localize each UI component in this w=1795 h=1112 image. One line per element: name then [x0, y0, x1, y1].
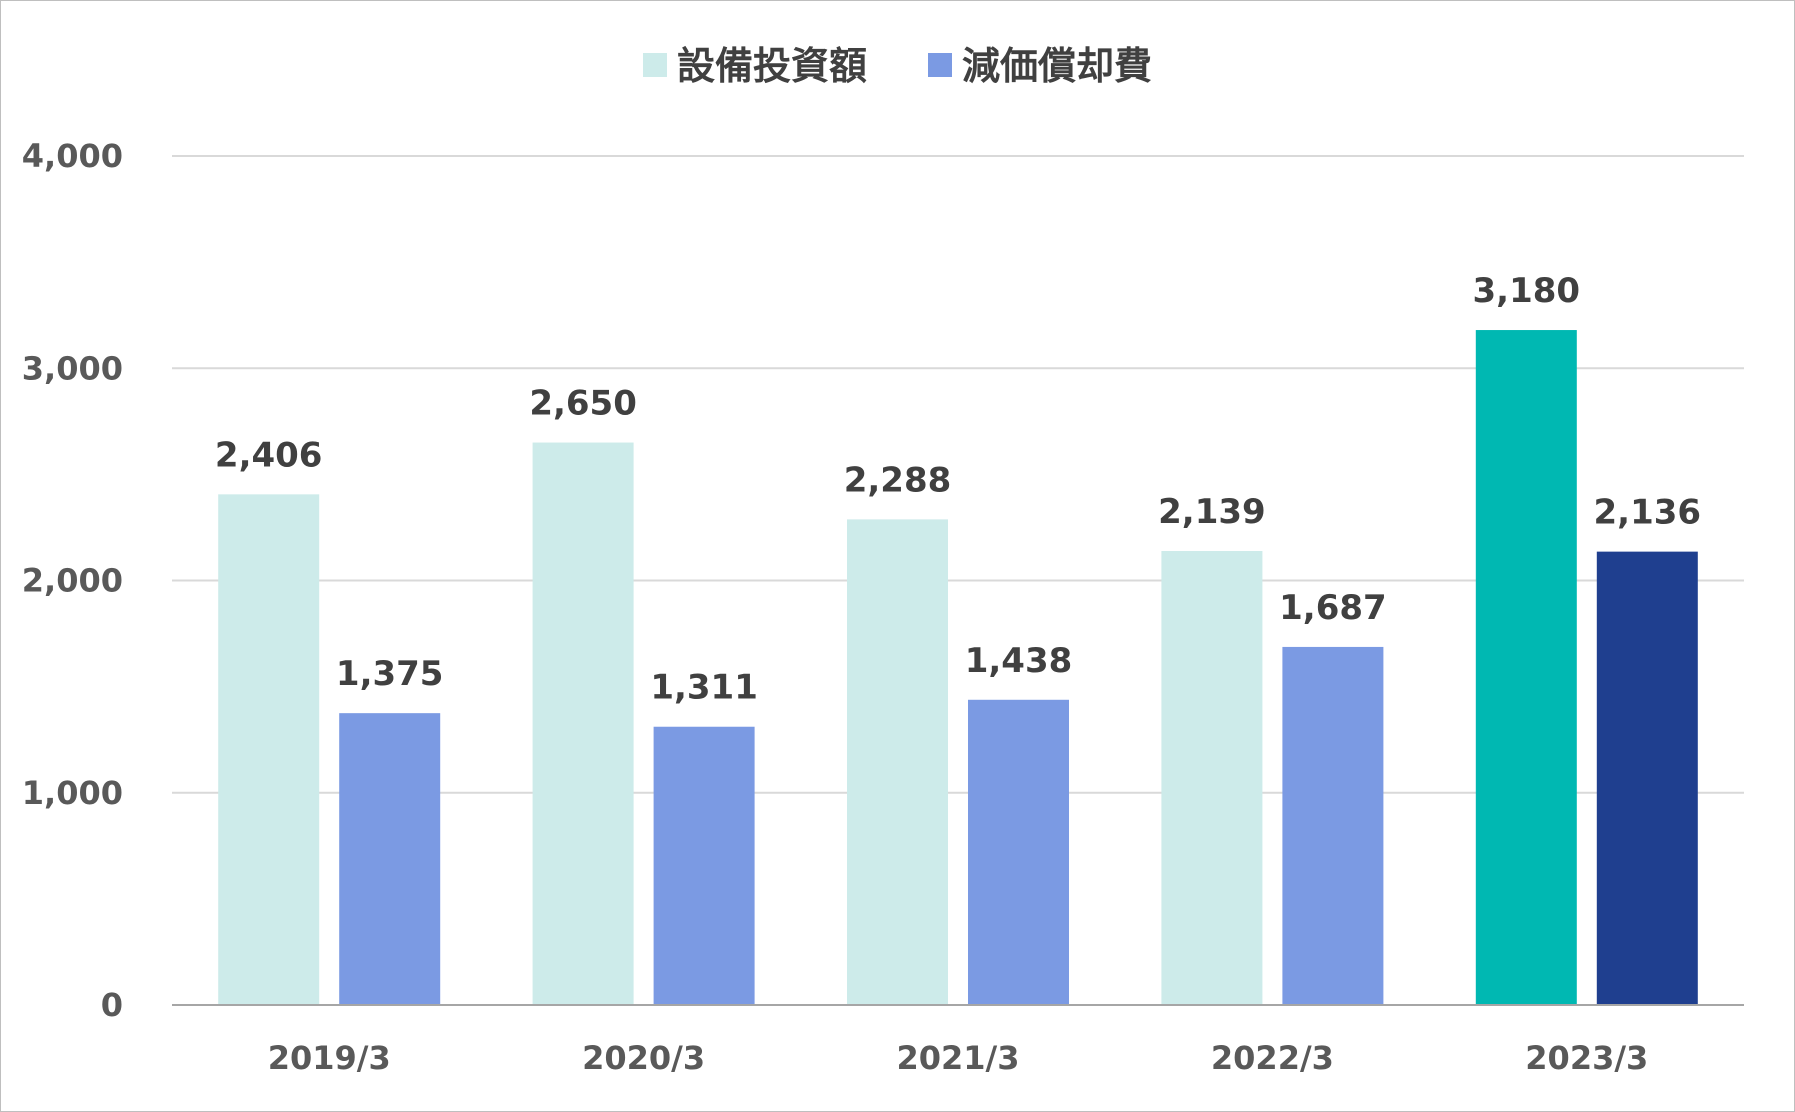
data-label-depreciation: 2,136 — [1594, 493, 1702, 533]
data-label-capex: 2,288 — [844, 460, 952, 500]
legend-label-depreciation: 減価償却費 — [962, 44, 1152, 88]
x-tick-label: 2023/3 — [1525, 1039, 1648, 1077]
bar-depreciation — [653, 726, 755, 1005]
data-label-capex: 2,406 — [215, 435, 323, 475]
legend: 設備投資額 減価償却費 — [643, 44, 1152, 88]
bar-capex — [1161, 550, 1263, 1005]
x-tick-label: 2020/3 — [582, 1039, 705, 1077]
data-label-depreciation: 1,438 — [965, 641, 1073, 681]
data-label-capex: 2,650 — [529, 384, 637, 424]
y-tick-label: 1,000 — [22, 774, 123, 812]
data-label-capex: 2,139 — [1158, 492, 1266, 532]
bar-depreciation — [339, 713, 441, 1005]
y-tick-label: 4,000 — [22, 137, 123, 175]
bar-capex — [532, 442, 634, 1006]
data-label-capex: 3,180 — [1473, 271, 1581, 311]
data-label-depreciation: 1,311 — [650, 668, 758, 708]
x-tick-label: 2021/3 — [896, 1039, 1019, 1077]
bar-capex — [1475, 330, 1577, 1005]
data-label-depreciation: 1,375 — [336, 654, 444, 694]
data-label-depreciation: 1,687 — [1279, 588, 1387, 628]
y-tick-label: 2,000 — [22, 562, 123, 600]
bar-capex — [218, 494, 320, 1005]
bar-depreciation — [968, 699, 1069, 1005]
bar-capex — [847, 519, 948, 1005]
y-tick-label: 3,000 — [22, 349, 123, 387]
legend-swatch-capex — [643, 53, 667, 77]
legend-swatch-depreciation — [928, 53, 952, 77]
legend-label-capex: 設備投資額 — [677, 44, 867, 88]
y-tick-label: 0 — [101, 986, 123, 1024]
x-tick-label: 2022/3 — [1211, 1039, 1334, 1077]
bars — [218, 330, 1698, 1006]
x-tick-label: 2019/3 — [268, 1039, 391, 1077]
value-labels: 2,406 1,375 2,650 1,311 2,288 1,438 2,139 1,687… — [215, 271, 1701, 708]
bar-depreciation — [1596, 551, 1698, 1005]
axes: 0 1,000 2,000 3,000 4,000 2019/3 2020/3 2021/3 2… — [22, 137, 1744, 1077]
bar-depreciation — [1282, 646, 1384, 1005]
